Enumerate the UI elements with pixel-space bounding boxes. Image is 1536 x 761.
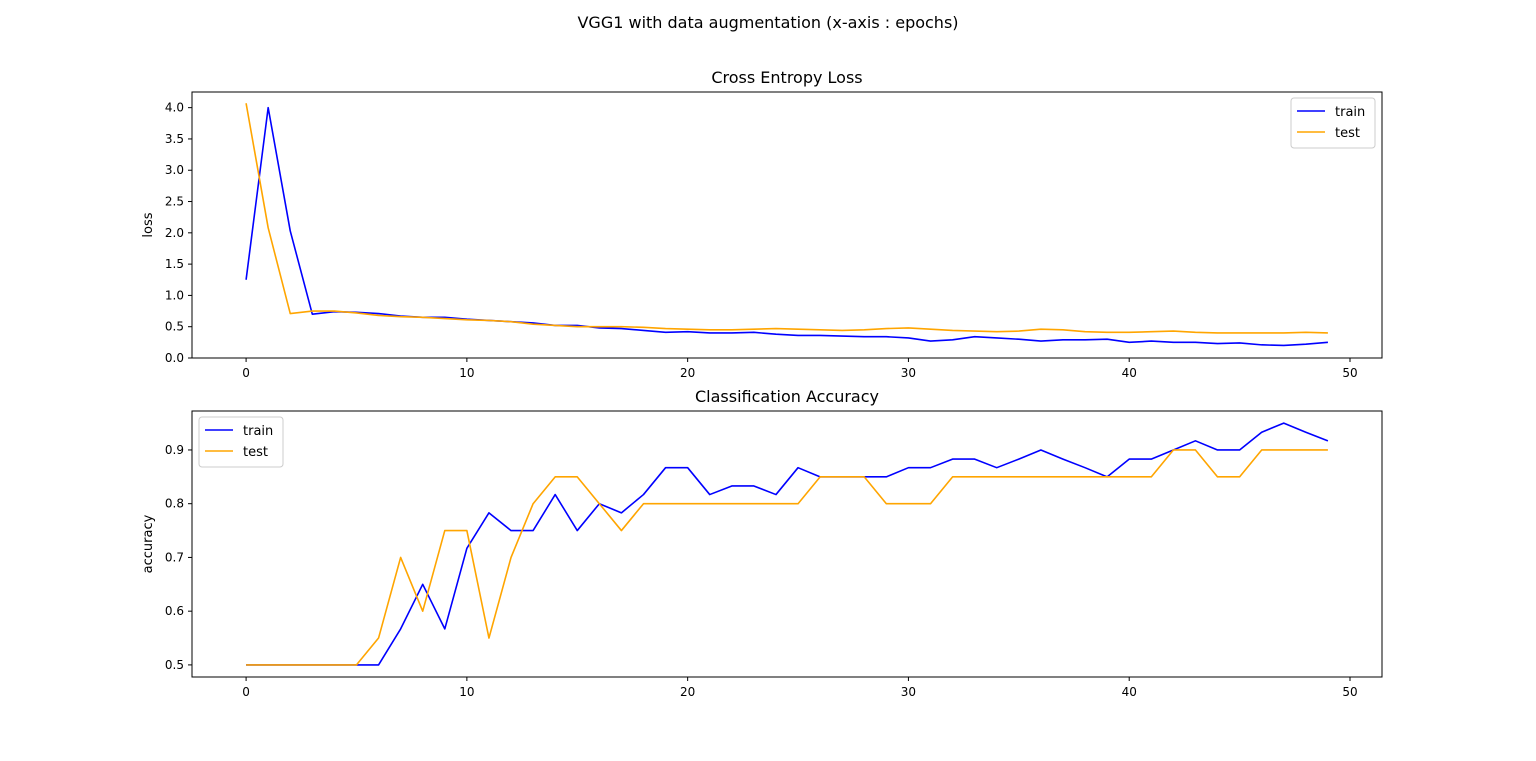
loss-xtick-label: 30 <box>901 366 916 380</box>
loss-ytick-label: 2.5 <box>165 195 184 209</box>
loss-legend-label-train: train <box>1335 105 1365 120</box>
accuracy-axes-frame <box>191 410 1383 678</box>
accuracy-series-test <box>246 449 1328 666</box>
loss-legend-label-test: test <box>1335 126 1360 141</box>
loss-ytick-label: 2.0 <box>165 226 184 240</box>
loss-ytick-label: 4.0 <box>165 101 184 115</box>
accuracy-legend: train test <box>198 416 284 468</box>
accuracy-ytick-label: 0.9 <box>165 443 184 457</box>
accuracy-legend-label-test: test <box>243 445 268 460</box>
accuracy-ytick-label: 0.8 <box>165 497 184 511</box>
accuracy-series-train <box>246 422 1329 666</box>
loss-ytick-label: 0.5 <box>165 320 184 334</box>
accuracy-xtick-label: 40 <box>1122 685 1137 699</box>
loss-axes-frame <box>191 91 1383 359</box>
loss-legend: train test <box>1290 97 1376 149</box>
loss-xtick-label: 50 <box>1342 366 1357 380</box>
figure-suptitle: VGG1 with data augmentation (x-axis : ep… <box>577 13 958 32</box>
accuracy-xtick-label: 0 <box>242 685 250 699</box>
accuracy-ytick-label: 0.7 <box>165 550 184 564</box>
accuracy-xtick-label: 50 <box>1342 685 1357 699</box>
loss-ytick-label: 1.0 <box>165 288 184 302</box>
loss-xtick-label: 0 <box>242 366 250 380</box>
accuracy-ytick-label: 0.5 <box>165 658 184 672</box>
accuracy-title: Classification Accuracy <box>695 387 879 406</box>
loss-ytick-label: 3.5 <box>165 132 184 146</box>
accuracy-xtick-label: 30 <box>901 685 916 699</box>
loss-xtick-label: 20 <box>680 366 695 380</box>
accuracy-ylabel: accuracy <box>141 514 156 573</box>
loss-series-test <box>245 103 1328 334</box>
accuracy-legend-label-train: train <box>243 424 273 439</box>
loss-ylabel: loss <box>141 212 156 237</box>
loss-ytick-label: 0.0 <box>165 351 184 365</box>
accuracy-ytick-label: 0.6 <box>165 604 184 618</box>
loss-xtick-label: 10 <box>459 366 474 380</box>
loss-plot: Cross Entropy Loss loss 0 10 20 30 40 50 0.0 0.5 1… <box>141 68 1383 380</box>
accuracy-plot: Classification Accuracy accuracy 0 10 20 30 40… <box>141 387 1383 699</box>
loss-xtick-label: 40 <box>1122 366 1137 380</box>
loss-ytick-label: 1.5 <box>165 257 184 271</box>
accuracy-xtick-label: 10 <box>459 685 474 699</box>
accuracy-xtick-label: 20 <box>680 685 695 699</box>
loss-title: Cross Entropy Loss <box>711 68 862 87</box>
loss-ytick-label: 3.0 <box>165 163 184 177</box>
